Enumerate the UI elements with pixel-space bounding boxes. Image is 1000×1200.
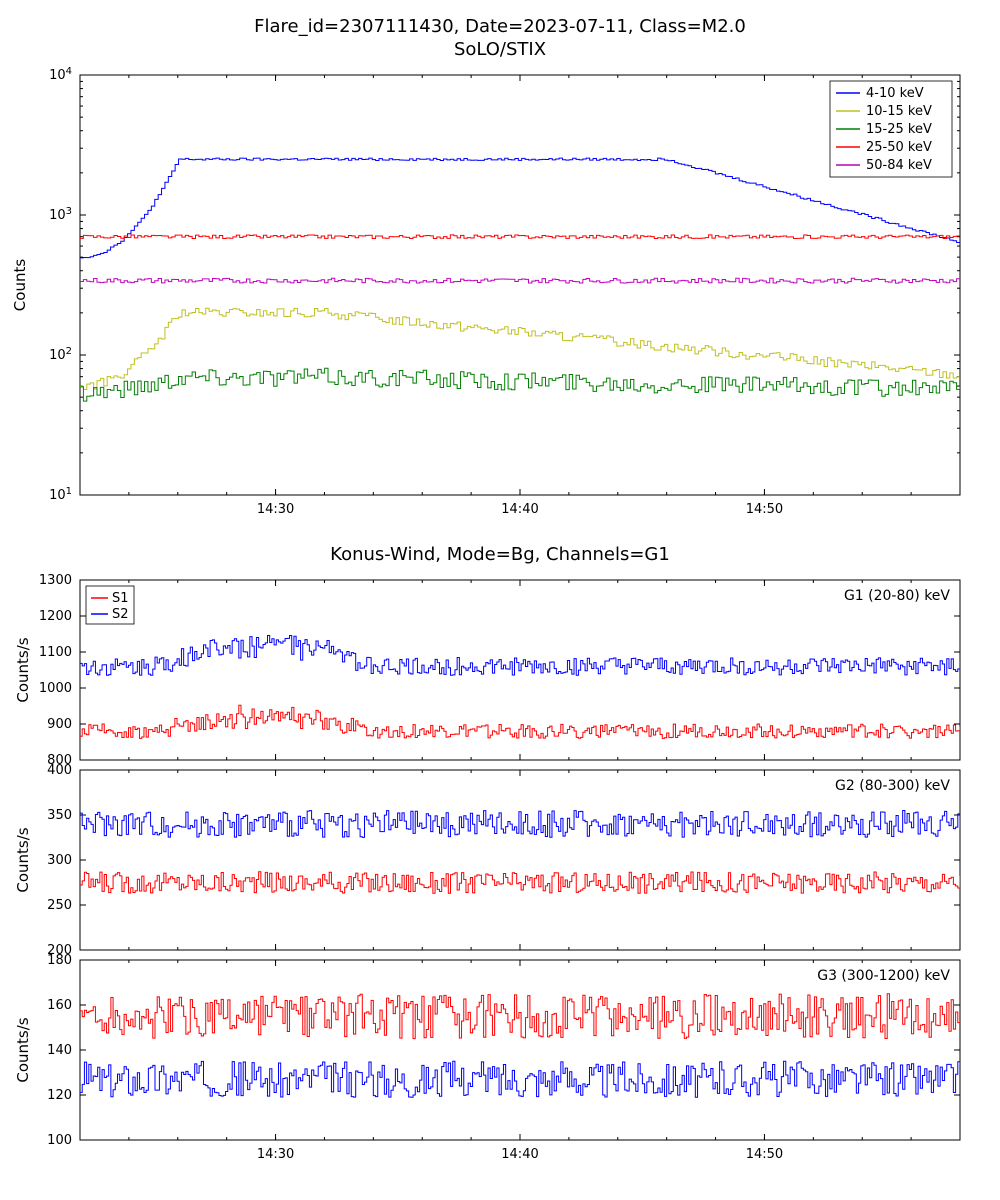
panel-ylabel: Counts/s [14,637,32,702]
panel-y-tick: 120 [47,1088,72,1103]
legend-label: 25-50 keV [866,140,932,155]
panel-x-tick: 14:40 [501,1147,538,1162]
flare-chart: Flare_id=2307111430, Date=2023-07-11, Cl… [0,0,1000,1200]
top-y-tick: 104 [49,66,72,84]
panel-y-tick: 900 [47,717,72,732]
bottom-title: Konus-Wind, Mode=Bg, Channels=G1 [330,544,670,565]
suptitle: Flare_id=2307111430, Date=2023-07-11, Cl… [254,16,746,37]
panel2-series-S2 [80,1061,960,1097]
panel-x-tick: 14:30 [257,1147,294,1162]
panel-y-tick: 250 [47,898,72,913]
panel1-series-S1 [80,872,960,894]
series-4-10 keV [80,158,960,258]
panel-annot: G2 (80-300) keV [835,778,950,794]
panel-annot: G3 (300-1200) keV [817,968,950,984]
legend-label: 10-15 keV [866,104,932,119]
panel-y-tick: 100 [47,1133,72,1148]
legend-label: 50-84 keV [866,158,932,173]
legend-label: S2 [112,607,129,622]
panel-ylabel: Counts/s [14,827,32,892]
series-15-25 keV [80,368,960,401]
top-title: SoLO/STIX [454,39,546,60]
panel-y-tick: 1200 [39,609,72,624]
panel-y-tick: 140 [47,1043,72,1058]
panel-y-tick: 350 [47,808,72,823]
panel2-series-S1 [80,994,960,1039]
legend-label: S1 [112,591,129,606]
panel1-series-S2 [80,811,960,838]
panel0-series-S2 [80,636,960,676]
legend-label: 15-25 keV [866,122,932,137]
top-x-tick: 14:30 [257,502,294,517]
top-x-tick: 14:40 [501,502,538,517]
top-ylabel: Counts [11,259,29,312]
panel-y-tick: 400 [47,763,72,778]
panel-ylabel: Counts/s [14,1017,32,1082]
panel-y-tick: 1000 [39,681,72,696]
panel-y-tick: 160 [47,998,72,1013]
panel-x-tick: 14:50 [746,1147,783,1162]
top-x-tick: 14:50 [746,502,783,517]
series-50-84 keV [80,278,960,283]
top-y-tick: 101 [49,486,72,504]
panel0-series-S1 [80,705,960,738]
panel-annot: G1 (20-80) keV [844,588,950,604]
panel-y-tick: 300 [47,853,72,868]
series-25-50 keV [80,235,960,239]
legend-label: 4-10 keV [866,86,924,101]
top-y-tick: 102 [49,346,72,364]
panel-y-tick: 1100 [39,645,72,660]
series-10-15 keV [80,308,960,389]
top-y-tick: 103 [49,206,72,224]
panel-y-tick: 1300 [39,573,72,588]
panel-y-tick: 180 [47,953,72,968]
